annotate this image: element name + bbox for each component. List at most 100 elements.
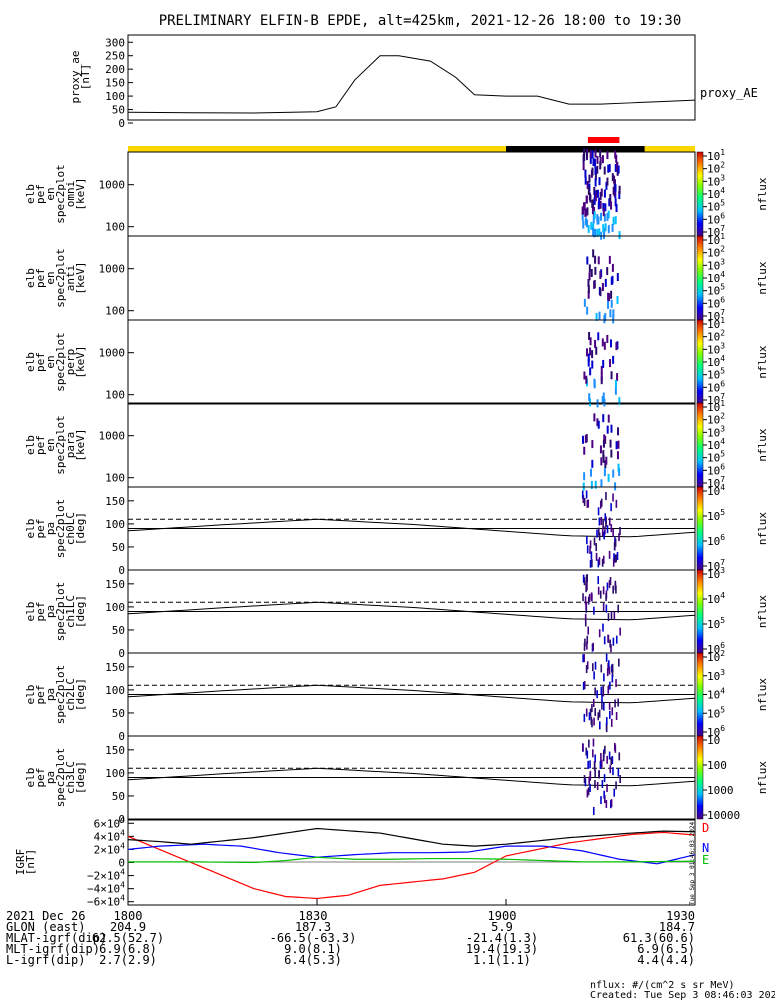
pa-ytick-label: 50 xyxy=(112,707,125,720)
pa-pixel xyxy=(612,493,614,502)
spec-ylabel-line: [keV] xyxy=(74,345,87,378)
pa-pixel xyxy=(594,769,596,778)
spec-pixel xyxy=(582,220,585,229)
pa-ytick-label: 100 xyxy=(105,518,125,531)
spec-pixel xyxy=(612,355,615,364)
pa-pixel xyxy=(611,756,614,765)
spec-ylabel-line: en xyxy=(44,271,57,284)
spec-pixel xyxy=(596,189,599,198)
pa-panel-1-colorbar xyxy=(696,569,704,654)
spec-ylabel-line: en xyxy=(44,438,57,451)
pa-pixel xyxy=(594,707,597,716)
spec-pixel xyxy=(592,223,595,232)
spec-pixel xyxy=(586,306,589,315)
pa-pixel xyxy=(594,687,596,696)
pa-pixel xyxy=(613,553,615,562)
pa-pixel xyxy=(597,559,600,568)
spec-ylabel-line: en xyxy=(44,187,57,200)
spec-panel-2-cbar-label: 106 xyxy=(707,379,725,394)
spec-pixel xyxy=(583,446,586,455)
spec-pixel xyxy=(591,206,594,215)
black-bar xyxy=(506,146,645,152)
yellow-bar xyxy=(128,146,695,152)
spec-pixel xyxy=(600,372,603,381)
spec-pixel xyxy=(602,208,605,217)
pa-ylabel-line: pa xyxy=(44,771,57,784)
pa-pixel xyxy=(608,517,611,526)
spec-pixel xyxy=(583,298,586,307)
spec-pixel xyxy=(608,255,611,264)
red-bar xyxy=(587,137,620,143)
spec-pixel xyxy=(600,212,603,221)
pa-pixel xyxy=(615,679,617,688)
spec-panel-0-cbar-label: 106 xyxy=(707,211,725,226)
pa-panel-0-cbar-label: 106 xyxy=(707,533,725,548)
spec-ylabel-line: perp xyxy=(64,349,77,376)
spec-pixel xyxy=(618,185,621,194)
spec-ytick-label: 100 xyxy=(105,472,125,485)
igrf-ylabel-text-line: [nT] xyxy=(24,849,37,876)
spec-pixel xyxy=(598,228,601,237)
pa-pixel xyxy=(585,601,587,610)
pa-pixel xyxy=(589,760,591,769)
spec-pixel xyxy=(585,152,588,161)
pa-panel-3-colorbar xyxy=(696,735,704,820)
pa-pixel xyxy=(582,574,585,583)
pa-panel-1-cbar-label: 106 xyxy=(707,641,725,656)
igrf-legend-d: D xyxy=(702,821,709,835)
pa-pixel xyxy=(609,765,612,774)
pa-ylabel-line: [deg] xyxy=(74,761,87,794)
spec-ylabel-line: elb xyxy=(24,184,37,204)
pa-pixel xyxy=(615,635,618,644)
spec-ylabel-line: [keV] xyxy=(74,428,87,461)
pa-panel-3-cbar-label: 1000 xyxy=(707,784,734,797)
pa-pixel xyxy=(585,490,588,499)
pa-pixel xyxy=(598,532,601,541)
pa-pixel xyxy=(615,499,618,508)
pa-pixel xyxy=(588,593,591,602)
spec-panel-0: 1000100elbpefenspec2plotomni[keV]1071061… xyxy=(24,148,769,240)
pa-pixel xyxy=(593,671,595,680)
pa-ylabel-line: [deg] xyxy=(74,512,87,545)
spec-pixel xyxy=(618,191,621,200)
spec-pixel xyxy=(598,177,601,186)
spec-pixel xyxy=(599,156,602,165)
pa-pixel xyxy=(589,784,591,793)
spec-ytick-label: 100 xyxy=(105,221,125,234)
spec-pixel xyxy=(589,347,592,356)
igrf-ytick-label: 6×104 xyxy=(94,815,126,830)
pa-pixel xyxy=(584,638,586,647)
pa-ylabel-line: ch1LC xyxy=(64,595,77,628)
pa-pixel xyxy=(593,537,596,546)
spec-panel-2-cbar-label: 101 xyxy=(707,316,725,331)
pa-pixel xyxy=(594,780,596,789)
pa-pixel xyxy=(588,776,591,785)
spec-pixel xyxy=(608,164,611,173)
spec-pixel xyxy=(581,212,584,221)
spec-pixel xyxy=(614,386,617,395)
spec-pixel xyxy=(606,151,609,160)
spec-pixel xyxy=(596,418,599,427)
pa-pixel xyxy=(586,750,589,759)
spec-pixel xyxy=(602,224,605,233)
energy-spectrogram-panels: 1000100elbpefenspec2plotomni[keV]1071061… xyxy=(24,148,769,491)
pa-pixel xyxy=(612,585,614,594)
spec-pixel xyxy=(591,459,594,468)
spec-pixel xyxy=(618,467,621,476)
pa-pixel xyxy=(598,709,601,718)
spec-pixel xyxy=(617,427,620,436)
pa-pixel xyxy=(585,708,588,717)
spec-pixel xyxy=(616,373,619,382)
spec-pixel xyxy=(600,188,603,197)
spec-pixel xyxy=(603,166,606,175)
pa-pixel xyxy=(582,593,584,602)
proxy-ae-legend: proxy_AE xyxy=(700,86,758,100)
spec-pixel xyxy=(587,278,590,287)
spec-pixel xyxy=(611,223,614,232)
pa-pixel xyxy=(603,531,605,540)
spec-pixel xyxy=(597,420,600,429)
